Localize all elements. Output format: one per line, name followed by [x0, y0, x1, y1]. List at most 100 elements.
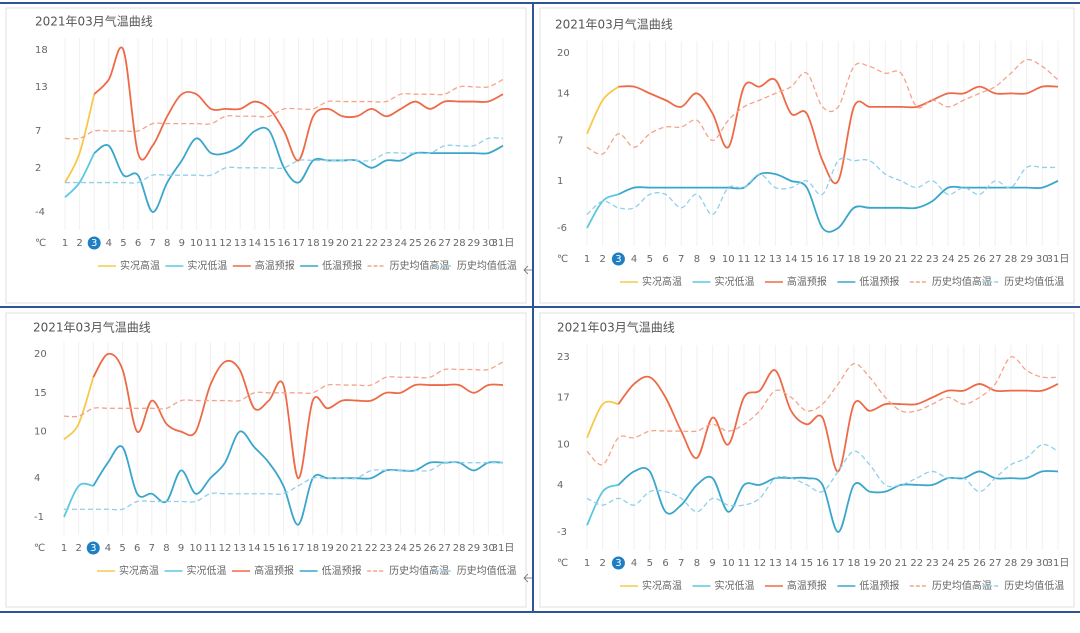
x-tick-label: 23 [380, 543, 393, 554]
x-tick-label: 24 [942, 254, 955, 265]
x-tick-label: 3 [91, 238, 97, 249]
x-tick-label: 8 [164, 238, 170, 249]
y-tick-label: 2 [35, 163, 41, 174]
y-tick-label: 10 [34, 427, 47, 438]
x-tick-label: 23 [380, 238, 393, 249]
x-tick-label: 19 [863, 254, 876, 265]
series-line [586, 85, 619, 135]
x-tick-label: 12 [753, 558, 766, 569]
current-day-marker [611, 252, 625, 266]
legend-label: 历史均值低温 [1004, 275, 1064, 288]
x-tick-label: 8 [694, 558, 700, 569]
legend-label: 历史均值高温 [932, 579, 992, 592]
x-tick-label: 13 [769, 254, 782, 265]
y-tick-label: 17 [557, 392, 570, 403]
y-tick-label: 23 [557, 352, 570, 363]
y-tick-label: 4 [34, 473, 40, 484]
y-unit: ℃ [35, 238, 46, 249]
x-tick-label: 12 [753, 254, 766, 265]
x-tick-label: 21 [895, 254, 908, 265]
x-tick-label: 28 [1005, 254, 1018, 265]
x-tick-label: 23 [926, 254, 939, 265]
x-tick-label: 6 [134, 543, 140, 554]
x-tick-label: 25 [409, 238, 422, 249]
x-tick-label: 20 [336, 543, 349, 554]
panel-border [5, 7, 527, 304]
chart-title: 2021年03月气温曲线 [35, 14, 153, 29]
x-tick-label: 7 [678, 254, 684, 265]
x-tick-label: 24 [394, 238, 407, 249]
x-tick-label: 14 [248, 238, 261, 249]
x-tick-label: 11 [204, 543, 217, 554]
x-tick-label: 10 [722, 558, 735, 569]
x-tick-label: 1 [584, 254, 590, 265]
series-line [63, 377, 95, 441]
x-tick-label: 22 [910, 558, 923, 569]
x-tick-label: 13 [234, 238, 247, 249]
x-tick-label: 16 [278, 238, 291, 249]
x-tick-label: 2 [600, 254, 606, 265]
legend-label: 低温预报 [859, 579, 899, 592]
series-line [586, 58, 1059, 156]
legend-label: 低温预报 [322, 259, 362, 272]
x-tick-label: 3 [90, 543, 96, 554]
x-tick-label: 4 [105, 543, 111, 554]
panel-border [539, 7, 1075, 304]
legend-label: 历史均值高温 [389, 564, 449, 577]
legend-label: 实况低温 [187, 564, 227, 577]
chart-title: 2021年03月气温曲线 [33, 320, 151, 335]
x-tick-label: 6 [662, 254, 668, 265]
legend-label: 历史均值低温 [457, 564, 517, 577]
x-tick-label: 24 [942, 558, 955, 569]
x-tick-label: 29 [467, 543, 480, 554]
y-tick-label: -6 [557, 223, 567, 234]
legend-label: 实况低温 [714, 275, 754, 288]
x-tick-label: 22 [910, 254, 923, 265]
x-tick-label: 1 [62, 238, 68, 249]
x-tick-label: 7 [678, 558, 684, 569]
x-tick-label: 18 [848, 254, 861, 265]
series-line [93, 126, 504, 213]
x-tick-label: 7 [149, 238, 155, 249]
x-tick-label: 27 [989, 254, 1002, 265]
x-tick-label: 15 [263, 238, 276, 249]
x-tick-label: 21 [350, 543, 363, 554]
x-tick-label: 16 [816, 558, 829, 569]
back-arrow[interactable] [523, 265, 532, 275]
x-tick-label: 12 [219, 238, 232, 249]
series-line [618, 171, 1059, 233]
back-arrow[interactable] [523, 573, 532, 583]
y-tick-label: 20 [557, 48, 570, 59]
x-tick-label: 25 [957, 558, 970, 569]
x-tick-label: 28 [1005, 558, 1018, 569]
y-tick-label: 1 [557, 176, 563, 187]
chart-title: 2021年03月气温曲线 [557, 320, 675, 335]
x-tick-label: 27 [438, 543, 451, 554]
legend-label: 历史均值高温 [932, 275, 992, 288]
x-tick-label: 5 [119, 543, 125, 554]
x-tick-label: 16 [816, 254, 829, 265]
x-tick-label: 28 [453, 238, 466, 249]
y-tick-label: 10 [557, 440, 570, 451]
x-tick-label: 13 [769, 558, 782, 569]
x-tick-label: 20 [879, 558, 892, 569]
panel-border [539, 312, 1075, 608]
x-tick-label: 26 [973, 254, 986, 265]
x-tick-label: 20 [879, 254, 892, 265]
x-tick-label: 17 [832, 254, 845, 265]
legend-label: 实况低温 [714, 579, 754, 592]
x-tick-label: 4 [631, 558, 637, 569]
x-tick-label: 15 [800, 558, 813, 569]
legend-label: 历史均值高温 [390, 259, 450, 272]
y-tick-label: -3 [557, 527, 567, 538]
x-tick-label: 10 [722, 254, 735, 265]
series-line [586, 157, 1058, 216]
y-tick-label: -1 [34, 512, 44, 523]
x-tick-label: 6 [662, 558, 668, 569]
x-tick-label: 14 [248, 543, 261, 554]
y-unit: ℃ [557, 254, 568, 265]
y-tick-label: 13 [35, 82, 48, 93]
current-day-marker [86, 541, 100, 555]
x-tick-label: 11 [205, 238, 218, 249]
